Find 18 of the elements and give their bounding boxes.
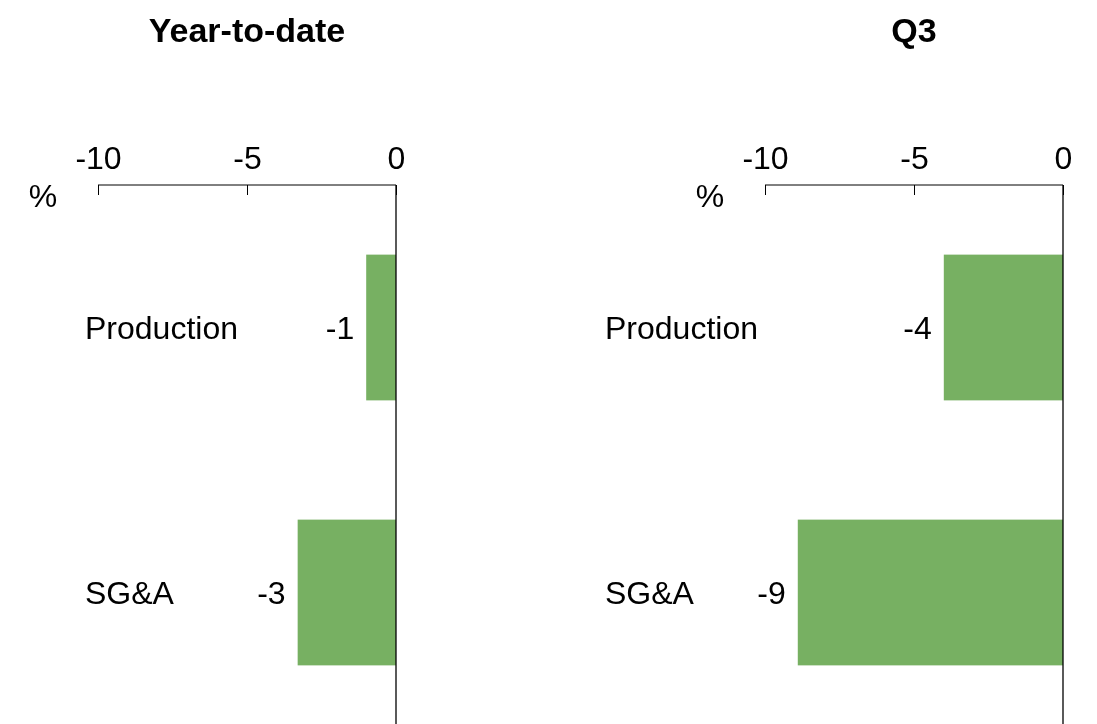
x-tick-label: 0 — [387, 140, 406, 176]
chart-title: Year-to-date — [148, 11, 346, 49]
x-axis-title: % — [695, 178, 725, 214]
data-label: -1 — [325, 309, 355, 346]
y-tick-label: Production — [85, 309, 238, 346]
x-tick-label: -5 — [900, 140, 929, 176]
x-tick-label: -5 — [233, 140, 262, 176]
y-tick-label: SG&A — [85, 574, 175, 611]
data-label: -9 — [757, 574, 786, 611]
y-tick-label: Production — [605, 309, 758, 346]
y-tick-label: SG&A — [605, 574, 695, 611]
x-tick-label: -10 — [75, 140, 122, 176]
chart-title: Q3 — [891, 11, 937, 49]
x-tick-label: -10 — [742, 140, 789, 176]
data-label: -3 — [257, 574, 286, 611]
x-axis-title: % — [28, 178, 58, 214]
data-label: -4 — [903, 309, 932, 346]
x-tick-label: 0 — [1054, 140, 1073, 176]
